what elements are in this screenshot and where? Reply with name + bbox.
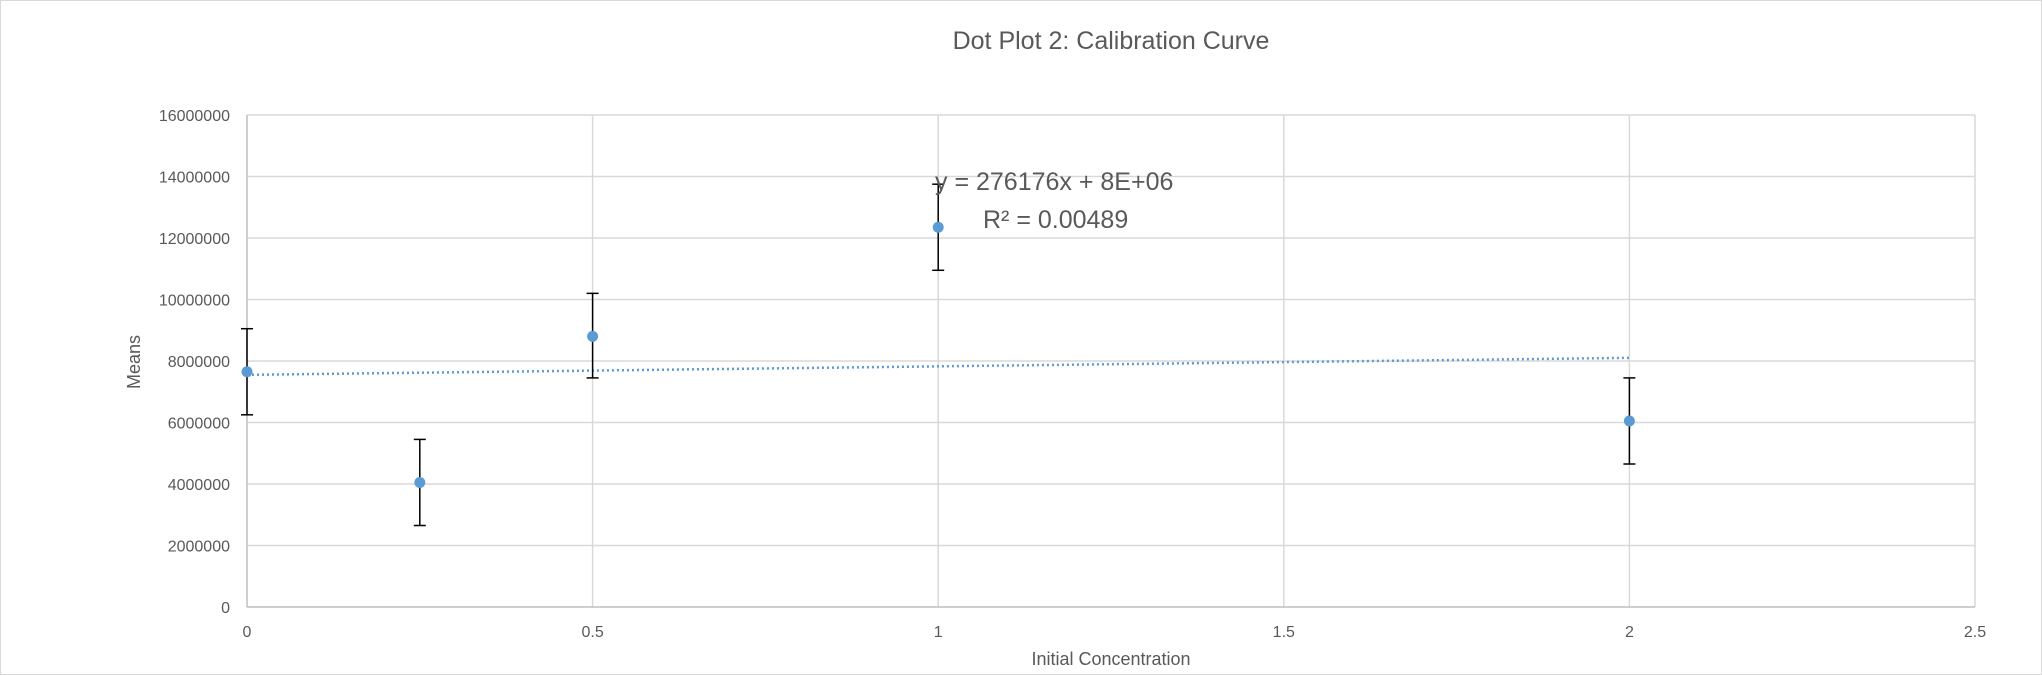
x-tick-label: 0.5 — [581, 624, 603, 641]
y-tick-label: 4000000 — [168, 477, 230, 494]
y-tick-label: 10000000 — [159, 293, 230, 310]
y-tick-label: 6000000 — [168, 416, 230, 433]
x-tick-label: 1.5 — [1273, 624, 1295, 641]
x-tick-label: 1 — [934, 624, 943, 641]
y-tick-label: 2000000 — [168, 539, 230, 556]
data-points — [241, 221, 1635, 488]
x-tick-label: 0 — [243, 624, 252, 641]
chart-title: Dot Plot 2: Calibration Curve — [953, 27, 1270, 55]
y-axis-label: Means — [124, 335, 144, 389]
x-tick-labels: 0 0.5 1 1.5 2 2.5 — [243, 624, 1987, 641]
data-point — [1623, 415, 1635, 427]
x-tick-label: 2 — [1625, 624, 1634, 641]
data-point — [932, 221, 944, 233]
trendline — [246, 356, 1630, 377]
y-tick-labels: 0 2000000 4000000 6000000 8000000 10000000 120… — [159, 108, 230, 617]
trendline-equation: y = 276176x + 8E+06 — [935, 168, 1173, 196]
y-tick-label: 12000000 — [159, 231, 230, 248]
y-tick-label: 16000000 — [159, 108, 230, 125]
y-tick-label: 8000000 — [168, 354, 230, 371]
y-tick-label: 0 — [221, 600, 230, 617]
x-tick-label: 2.5 — [1964, 624, 1986, 641]
data-point — [587, 330, 599, 342]
data-point — [241, 366, 253, 378]
y-tick-label: 14000000 — [159, 170, 230, 187]
data-point — [414, 476, 426, 488]
x-axis-label: Initial Concentration — [1031, 649, 1190, 669]
trendline-path — [246, 356, 1630, 377]
trendline-r-squared: R² = 0.00489 — [983, 206, 1128, 234]
